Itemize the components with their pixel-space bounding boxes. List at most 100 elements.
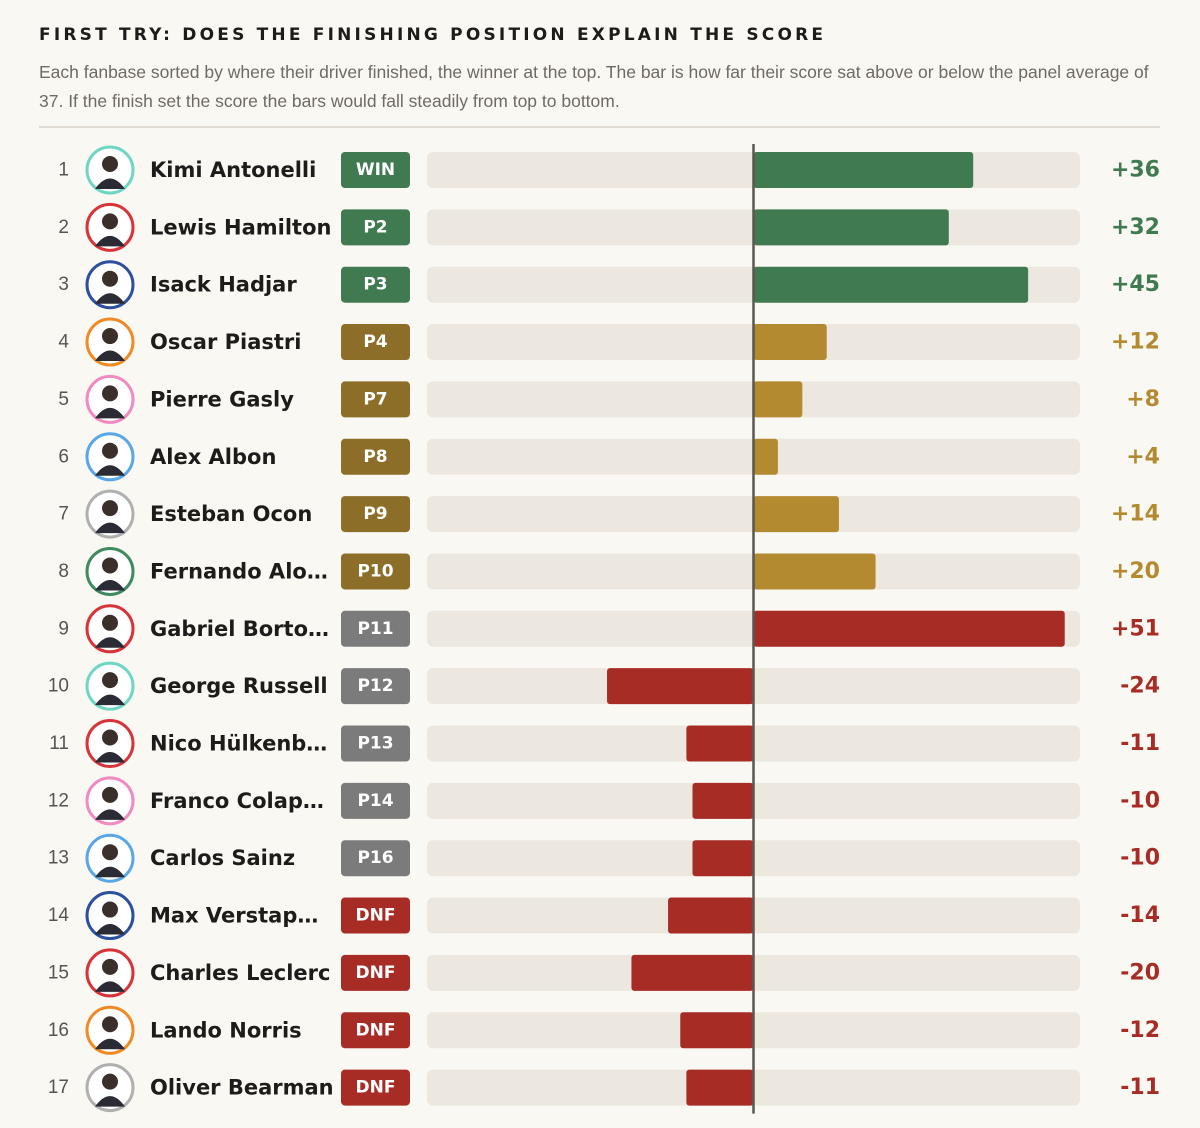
rank: 11 (49, 733, 69, 754)
avatar-body (95, 350, 125, 362)
finish-badge (341, 954, 410, 991)
finish-label: P16 (357, 848, 393, 868)
avatar-body (95, 178, 125, 189)
driver-name: Carlos Sainz (150, 846, 295, 870)
avatar (85, 202, 135, 252)
bar (692, 782, 754, 819)
driver-name: Isack Hadjar (150, 273, 297, 297)
finish-label: P7 (363, 389, 387, 409)
rank: 12 (48, 790, 69, 811)
finish-label: P11 (357, 619, 393, 639)
finish-label: DNF (356, 906, 396, 926)
value-label: +14 (1111, 502, 1160, 527)
finish-badge (341, 209, 410, 246)
avatar (85, 1063, 135, 1113)
driver-name: Franco Colap… (150, 789, 324, 813)
finish-badge (341, 553, 410, 590)
finish-badge (341, 496, 410, 533)
driver-name: Nico Hülkenb… (150, 732, 327, 756)
avatar (85, 776, 135, 826)
finish-badge (341, 324, 410, 361)
bar (686, 1069, 754, 1106)
finish-label: P3 (363, 275, 387, 295)
value-label: -11 (1120, 731, 1160, 756)
bar (753, 381, 803, 418)
avatar (85, 145, 135, 195)
finish-badge (341, 438, 410, 475)
finish-label: DNF (356, 963, 396, 983)
avatar-head (102, 557, 118, 574)
avatar (85, 604, 135, 654)
bar (692, 840, 754, 877)
rank: 16 (48, 1020, 69, 1041)
avatar-body (95, 407, 125, 419)
avatar-head (102, 156, 118, 172)
rank: 4 (58, 332, 69, 353)
bar (753, 553, 876, 590)
driver-name: Fernando Alo… (150, 559, 328, 583)
avatar (85, 317, 135, 367)
finish-badge (341, 610, 410, 647)
avatar-body (95, 809, 125, 820)
finish-badge (341, 897, 410, 934)
driver-name: Pierre Gasly (150, 387, 294, 411)
finish-badge (341, 1069, 410, 1106)
finish-label: DNF (356, 1078, 396, 1098)
avatar (85, 719, 135, 768)
driver-name: Esteban Ocon (150, 502, 312, 526)
avatar-body (95, 293, 125, 304)
bar (753, 266, 1029, 303)
avatar-head (102, 328, 118, 345)
value-label: -14 (1120, 903, 1160, 928)
finish-label: P14 (357, 791, 393, 811)
bar (753, 152, 974, 188)
finish-badge (341, 152, 410, 188)
finish-label: P2 (363, 217, 387, 237)
finish-badge (341, 840, 410, 877)
chart-subtitle: Each fanbase sorted by where their drive… (39, 62, 1149, 111)
rank: 6 (58, 446, 69, 467)
rank: 9 (58, 618, 69, 639)
rank: 5 (58, 389, 69, 410)
avatar-head (102, 786, 118, 803)
avatar-body (95, 465, 125, 476)
finish-badge (341, 782, 410, 819)
value-label: -10 (1120, 788, 1160, 813)
bar (753, 209, 949, 246)
driver-name: George Russell (150, 674, 328, 698)
rank: 10 (48, 676, 69, 697)
avatar (85, 833, 135, 883)
value-label: +4 (1126, 444, 1160, 469)
avatar-head (102, 213, 118, 230)
avatar-body (95, 637, 125, 648)
bar (753, 438, 778, 475)
finish-label: WIN (356, 160, 395, 180)
rank: 2 (58, 217, 69, 238)
bar (668, 897, 754, 934)
avatar-head (102, 729, 118, 746)
avatar-head (102, 1073, 118, 1090)
driver-name: Lewis Hamilton (150, 215, 331, 239)
finish-badge (341, 668, 410, 705)
avatar (85, 948, 135, 998)
finish-badge (341, 381, 410, 418)
driver-name: Oscar Piastri (150, 330, 302, 354)
rank: 13 (48, 848, 69, 869)
driver-name: Alex Albon (150, 445, 276, 469)
finish-label: P12 (357, 676, 393, 696)
avatar-body (95, 981, 125, 992)
avatar-body (95, 924, 125, 935)
value-label: -11 (1120, 1075, 1160, 1100)
value-label: +32 (1111, 215, 1160, 240)
rank: 15 (48, 962, 69, 983)
avatar-head (102, 442, 118, 459)
bar (753, 610, 1065, 647)
finish-badge (341, 725, 410, 762)
avatar-head (102, 1016, 118, 1033)
finish-label: P9 (363, 504, 387, 524)
bar (607, 668, 754, 705)
driver-name: Oliver Bearman (150, 1076, 334, 1100)
avatar-body (95, 752, 125, 763)
avatar (85, 891, 135, 941)
driver-name: Lando Norris (150, 1018, 302, 1042)
